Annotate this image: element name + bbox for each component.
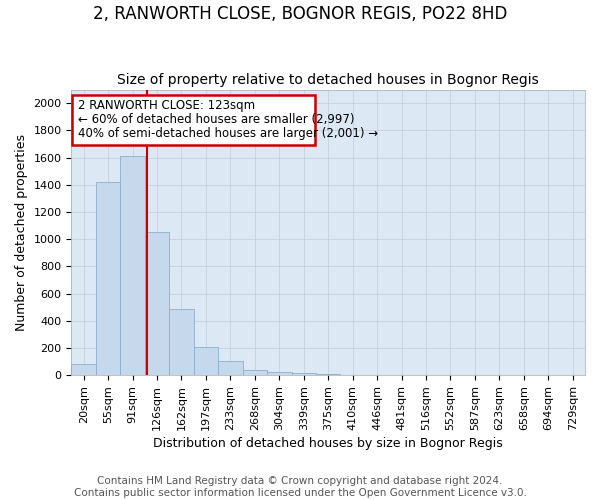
FancyBboxPatch shape — [72, 95, 316, 146]
Bar — [169, 308, 194, 375]
Y-axis label: Number of detached properties: Number of detached properties — [15, 134, 28, 331]
Bar — [194, 348, 218, 375]
Text: 40% of semi-detached houses are larger (2,001) →: 40% of semi-detached houses are larger (… — [78, 127, 378, 140]
Bar — [121, 156, 145, 375]
Bar — [71, 364, 96, 375]
Bar — [292, 373, 316, 375]
Text: Contains HM Land Registry data © Crown copyright and database right 2024.
Contai: Contains HM Land Registry data © Crown c… — [74, 476, 526, 498]
Bar — [218, 361, 242, 375]
X-axis label: Distribution of detached houses by size in Bognor Regis: Distribution of detached houses by size … — [154, 437, 503, 450]
Title: Size of property relative to detached houses in Bognor Regis: Size of property relative to detached ho… — [118, 73, 539, 87]
Text: 2, RANWORTH CLOSE, BOGNOR REGIS, PO22 8HD: 2, RANWORTH CLOSE, BOGNOR REGIS, PO22 8H… — [93, 5, 507, 23]
Text: 2 RANWORTH CLOSE: 123sqm: 2 RANWORTH CLOSE: 123sqm — [78, 99, 255, 112]
Bar — [242, 370, 267, 375]
Bar — [96, 182, 121, 375]
Text: ← 60% of detached houses are smaller (2,997): ← 60% of detached houses are smaller (2,… — [78, 113, 355, 126]
Bar — [267, 372, 292, 375]
Bar — [316, 374, 340, 375]
Bar — [145, 232, 169, 375]
